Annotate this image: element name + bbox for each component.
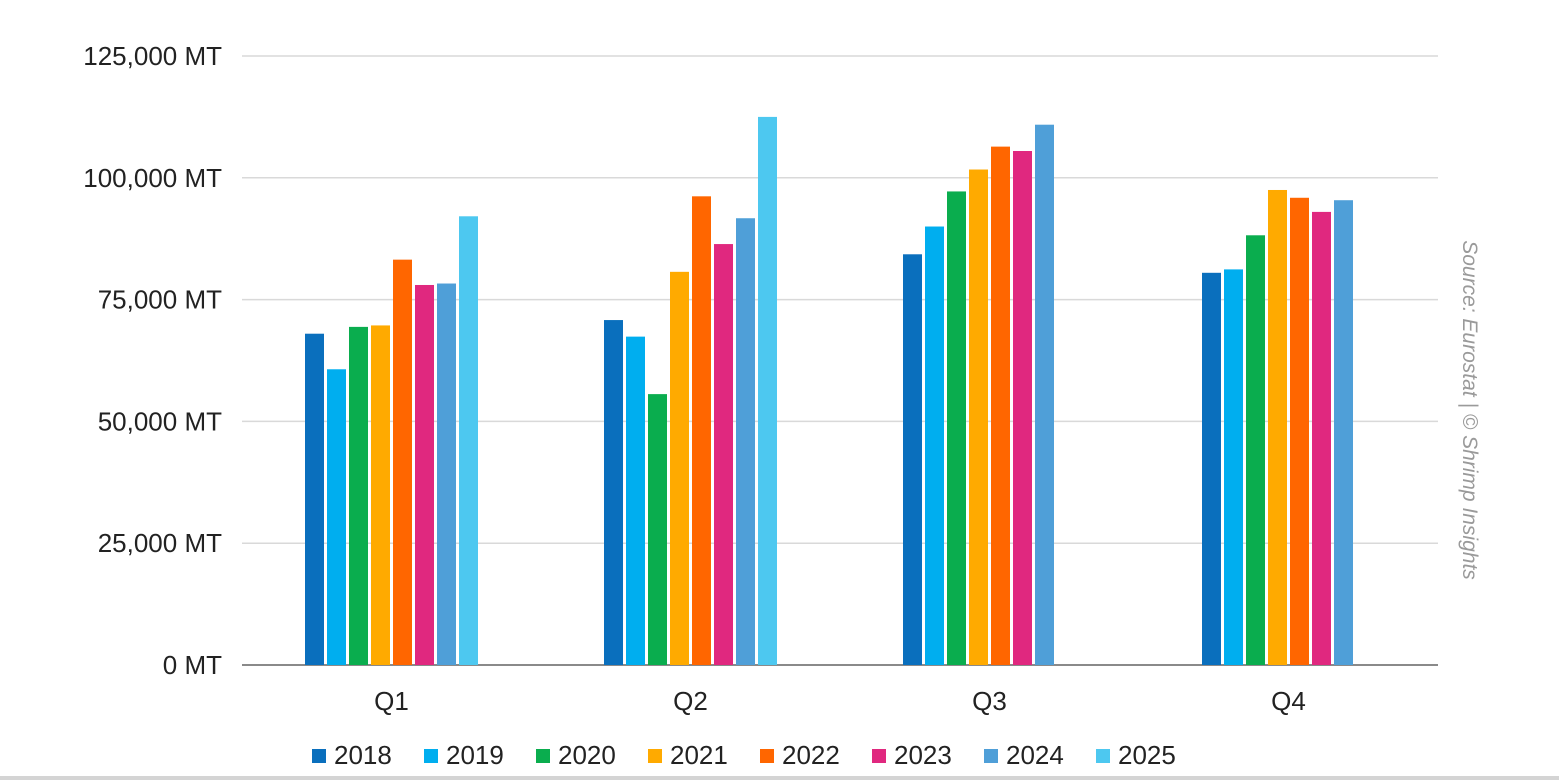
bar-q1-2024 bbox=[437, 283, 456, 665]
legend-swatch-2022 bbox=[760, 749, 774, 763]
legend-swatch-2024 bbox=[984, 749, 998, 763]
legend-label-2025: 2025 bbox=[1118, 740, 1176, 770]
bar-q1-2020 bbox=[349, 326, 368, 665]
bar-q2-2018 bbox=[604, 320, 623, 665]
bar-q1-2022 bbox=[393, 259, 412, 665]
x-tick-label: Q2 bbox=[673, 686, 708, 716]
bar-q3-2022 bbox=[991, 146, 1010, 665]
legend-swatch-2023 bbox=[872, 749, 886, 763]
bar-q2-2024 bbox=[736, 218, 755, 665]
y-axis-ticks: 0 MT 25,000 MT 50,000 MT 75,000 MT 100,000 M… bbox=[83, 41, 222, 680]
legend-label-2020: 2020 bbox=[558, 740, 616, 770]
legend-label-2021: 2021 bbox=[670, 740, 728, 770]
bar-q3-2018 bbox=[903, 254, 922, 665]
x-axis-ticks: Q1 Q2 Q3 Q4 bbox=[374, 686, 1306, 716]
bar-q4-2018 bbox=[1202, 272, 1221, 665]
bar-q1-2023 bbox=[415, 284, 434, 665]
legend-label-2018: 2018 bbox=[334, 740, 392, 770]
bar-q2-2019 bbox=[626, 336, 645, 665]
legend-label-2023: 2023 bbox=[894, 740, 952, 770]
bar-q2-2022 bbox=[692, 196, 711, 665]
bars bbox=[305, 116, 1353, 666]
bar-q4-2019 bbox=[1224, 269, 1243, 665]
bar-q2-2021 bbox=[670, 271, 689, 665]
legend-swatch-2025 bbox=[1096, 749, 1110, 763]
bar-q3-2019 bbox=[925, 226, 944, 665]
y-tick-label: 100,000 MT bbox=[83, 163, 222, 193]
x-tick-label: Q1 bbox=[374, 686, 409, 716]
bar-q3-2024 bbox=[1035, 124, 1054, 666]
y-tick-label: 50,000 MT bbox=[98, 406, 222, 436]
bar-q1-2018 bbox=[305, 333, 324, 665]
legend-label-2022: 2022 bbox=[782, 740, 840, 770]
bar-q4-2022 bbox=[1290, 197, 1309, 665]
bar-q1-2025 bbox=[459, 216, 478, 665]
legend-label-2024: 2024 bbox=[1006, 740, 1064, 770]
bar-q4-2020 bbox=[1246, 235, 1265, 665]
y-tick-label: 125,000 MT bbox=[83, 41, 222, 71]
legend-label-2019: 2019 bbox=[446, 740, 504, 770]
bar-q1-2021 bbox=[371, 325, 390, 665]
legend-swatch-2020 bbox=[536, 749, 550, 763]
bottom-divider bbox=[0, 776, 1559, 780]
legend-swatch-2018 bbox=[312, 749, 326, 763]
legend: 2018 2019 2020 2021 2022 2023 2024 2025 bbox=[312, 740, 1176, 770]
bar-q3-2023 bbox=[1013, 151, 1032, 665]
bar-q3-2020 bbox=[947, 191, 966, 666]
x-tick-label: Q3 bbox=[972, 686, 1007, 716]
y-tick-label: 25,000 MT bbox=[98, 528, 222, 558]
source-note: Source: Eurostat | © Shrimp Insights bbox=[1458, 240, 1481, 580]
y-tick-label: 75,000 MT bbox=[98, 285, 222, 315]
legend-swatch-2019 bbox=[424, 749, 438, 763]
bar-q2-2023 bbox=[714, 244, 733, 665]
bar-q3-2021 bbox=[969, 169, 988, 666]
legend-swatch-2021 bbox=[648, 749, 662, 763]
bar-q1-2019 bbox=[327, 369, 346, 665]
bar-q4-2024 bbox=[1334, 200, 1353, 666]
bar-q4-2021 bbox=[1268, 189, 1287, 666]
bar-q2-2025 bbox=[758, 116, 777, 665]
y-tick-label: 0 MT bbox=[163, 650, 222, 680]
bar-q2-2020 bbox=[648, 394, 667, 665]
x-tick-label: Q4 bbox=[1271, 686, 1306, 716]
bar-q4-2023 bbox=[1312, 211, 1331, 666]
